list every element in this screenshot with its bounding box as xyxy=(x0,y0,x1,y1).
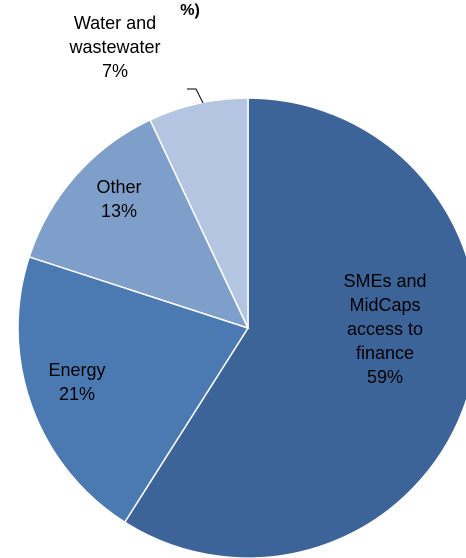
slice-name-label: MidCaps xyxy=(349,295,420,315)
slice-name-label: Water and xyxy=(74,13,156,33)
slice-label: Energy 21% xyxy=(48,360,105,404)
leader-line xyxy=(187,88,204,104)
slice-name-label: access to xyxy=(347,319,423,339)
slice-value-label: 13% xyxy=(101,201,137,221)
slice-name-label: wastewater xyxy=(68,37,160,57)
pie-slice xyxy=(28,118,250,330)
pie-slice xyxy=(17,255,250,524)
slice-value-label: 21% xyxy=(59,384,95,404)
slice-label: Water and wastewater 7% xyxy=(68,13,160,81)
chart-title-text: %) xyxy=(180,2,200,19)
slice-name-label: finance xyxy=(356,343,414,363)
pie-slice xyxy=(149,97,249,329)
slice-label: SMEs and MidCaps access to finance 59% xyxy=(343,271,426,387)
slice-value-label: 7% xyxy=(102,61,128,81)
slice-name-label: Energy xyxy=(48,360,105,380)
slice-label: Other 13% xyxy=(96,177,141,221)
slice-name-label: SMEs and xyxy=(343,271,426,291)
slice-name-label: Other xyxy=(96,177,141,197)
slice-value-label: 59% xyxy=(367,367,403,387)
